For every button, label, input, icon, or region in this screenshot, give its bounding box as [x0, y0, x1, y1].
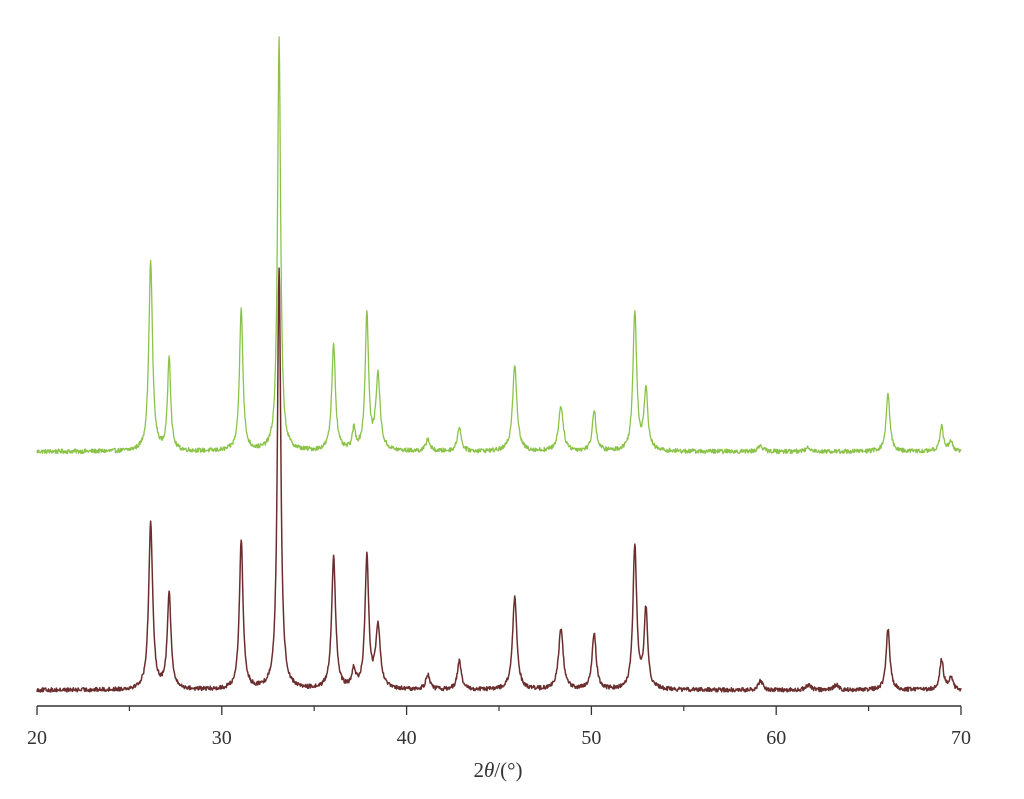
x-axis-title: 2θ/(°)	[473, 758, 522, 782]
x-tick-label: 40	[397, 727, 417, 749]
x-tick-label: 70	[951, 727, 971, 749]
x-tick-label: 50	[581, 727, 601, 749]
x-tick-label: 60	[766, 727, 786, 749]
x-tick-label: 20	[27, 727, 47, 749]
series-line-upper	[36, 36, 962, 455]
series-layer	[36, 36, 962, 693]
x-tick-label: 30	[212, 727, 232, 749]
x-axis-title-prefix: 2	[473, 758, 484, 782]
series-line-lower	[36, 267, 962, 693]
x-axis-ticks: 20 30 40 50 60 70	[27, 706, 971, 749]
x-axis-title-suffix: /(°)	[494, 758, 522, 782]
x-axis-title-symbol: θ	[484, 758, 494, 782]
